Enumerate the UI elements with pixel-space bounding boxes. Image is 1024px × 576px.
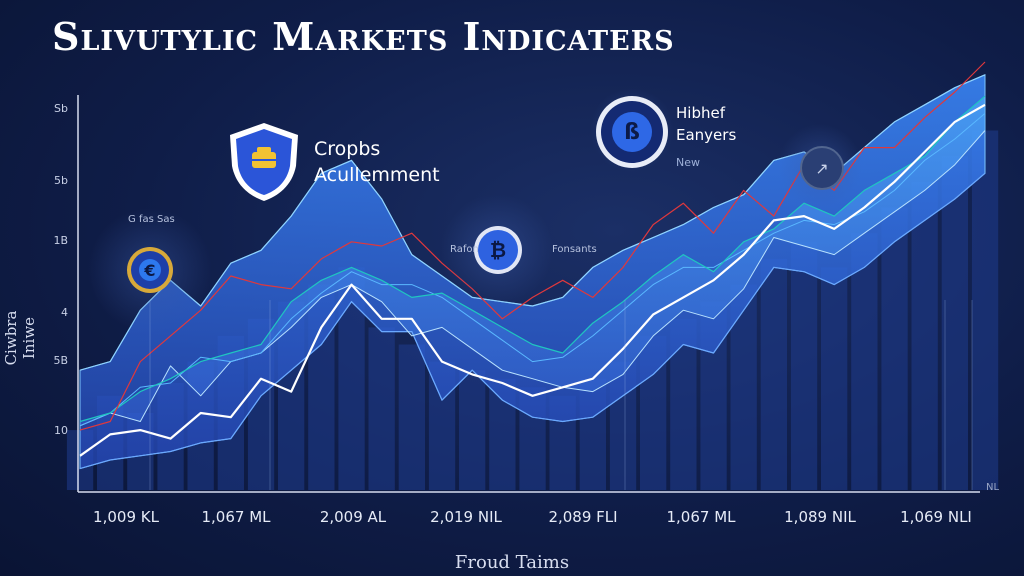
area-band-inner (80, 96, 985, 426)
bitcoin-coin-icon: ₿ (474, 226, 522, 274)
series-line-lower (79, 172, 986, 470)
series-line-blue (79, 113, 986, 427)
shield-annotation-line2: Acullemment (314, 164, 440, 186)
x-tick: 1,067 ML (201, 508, 271, 526)
shield-annotation-line1: Cropbs (314, 138, 381, 160)
shield-annotation: Cropbs Acullemment (314, 136, 440, 188)
shield-coin-icon (230, 123, 298, 201)
y-tick: 1B (53, 234, 68, 247)
x-axis-label: Froud Taims (454, 552, 570, 573)
y-axis-label: Ciwbra Iniwe (2, 310, 38, 366)
background-bar (911, 181, 938, 491)
top-annotation-sub: New (676, 156, 700, 169)
y-tick: 10 (54, 424, 68, 437)
top-annotation-line2: Eanyers (676, 126, 737, 144)
left-badge-label: G fas Sas (128, 214, 175, 225)
x-corner-tick: NL (986, 482, 1000, 493)
chart-title: Slivutylic Markets Indicaters (52, 14, 675, 59)
euro-coin-icon: € (127, 247, 173, 293)
y-tick: 4 (61, 306, 68, 319)
crypto-coin-icon: ß (596, 96, 668, 168)
trend-arrow-icon: ↗ (800, 146, 844, 190)
x-tick: 2,009 AL (319, 508, 387, 526)
top-annotation-line1: Hibhef (676, 104, 725, 122)
background-bar (790, 241, 818, 490)
background-bar (398, 344, 425, 490)
series-line-teal (79, 95, 986, 423)
top-annotation: Hibhef Eanyers New (676, 102, 736, 174)
background-bar (881, 207, 908, 490)
series-line-white (79, 103, 986, 457)
background-bar (851, 233, 878, 490)
y-tick: 5b (54, 174, 68, 187)
x-tick: 1,089 NIL (784, 508, 856, 526)
x-tick: 2,089 FLI (548, 508, 618, 526)
background-bar (971, 130, 999, 490)
background-bar (821, 267, 848, 490)
background-bar (760, 258, 787, 490)
mid-right-label: Fonsants (552, 244, 597, 255)
background-bar (941, 156, 968, 490)
background-bar (459, 370, 486, 490)
background-bar (368, 327, 395, 490)
y-tick: Sb (54, 102, 68, 115)
x-tick: 1,009 KL (93, 508, 159, 526)
mid-left-label: Rafon (450, 244, 479, 255)
x-tick: 1,069 NLI (900, 508, 972, 526)
y-tick: 5B (53, 354, 68, 367)
x-tick: 2,019 NIL (430, 508, 502, 526)
x-tick: 1,067 ML (666, 508, 736, 526)
